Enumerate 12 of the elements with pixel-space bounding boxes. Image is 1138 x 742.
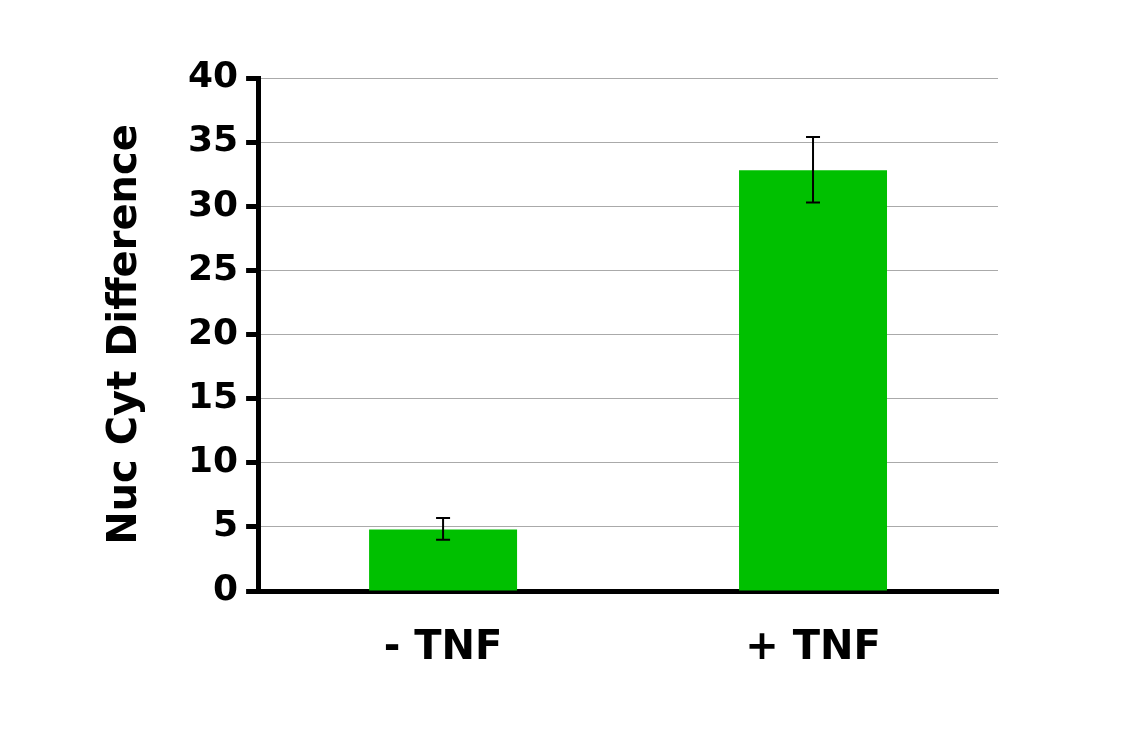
y-tick-label: 25 [187,246,239,288]
x-tick-label: - TNF [383,622,503,669]
x-tick-label: + TNF [745,622,881,669]
y-tick-label: 0 [213,567,239,609]
y-tick-label: 15 [187,374,239,416]
y-tick-label: 35 [187,118,239,160]
y-tick-label: 40 [187,54,239,96]
y-tick-label: 5 [213,503,239,545]
y-tick-label: 30 [187,182,239,224]
y-axis-title: Nuc Cyt Difference [99,124,146,545]
y-tick-label: 20 [187,310,239,352]
y-tick-label: 10 [187,439,239,481]
